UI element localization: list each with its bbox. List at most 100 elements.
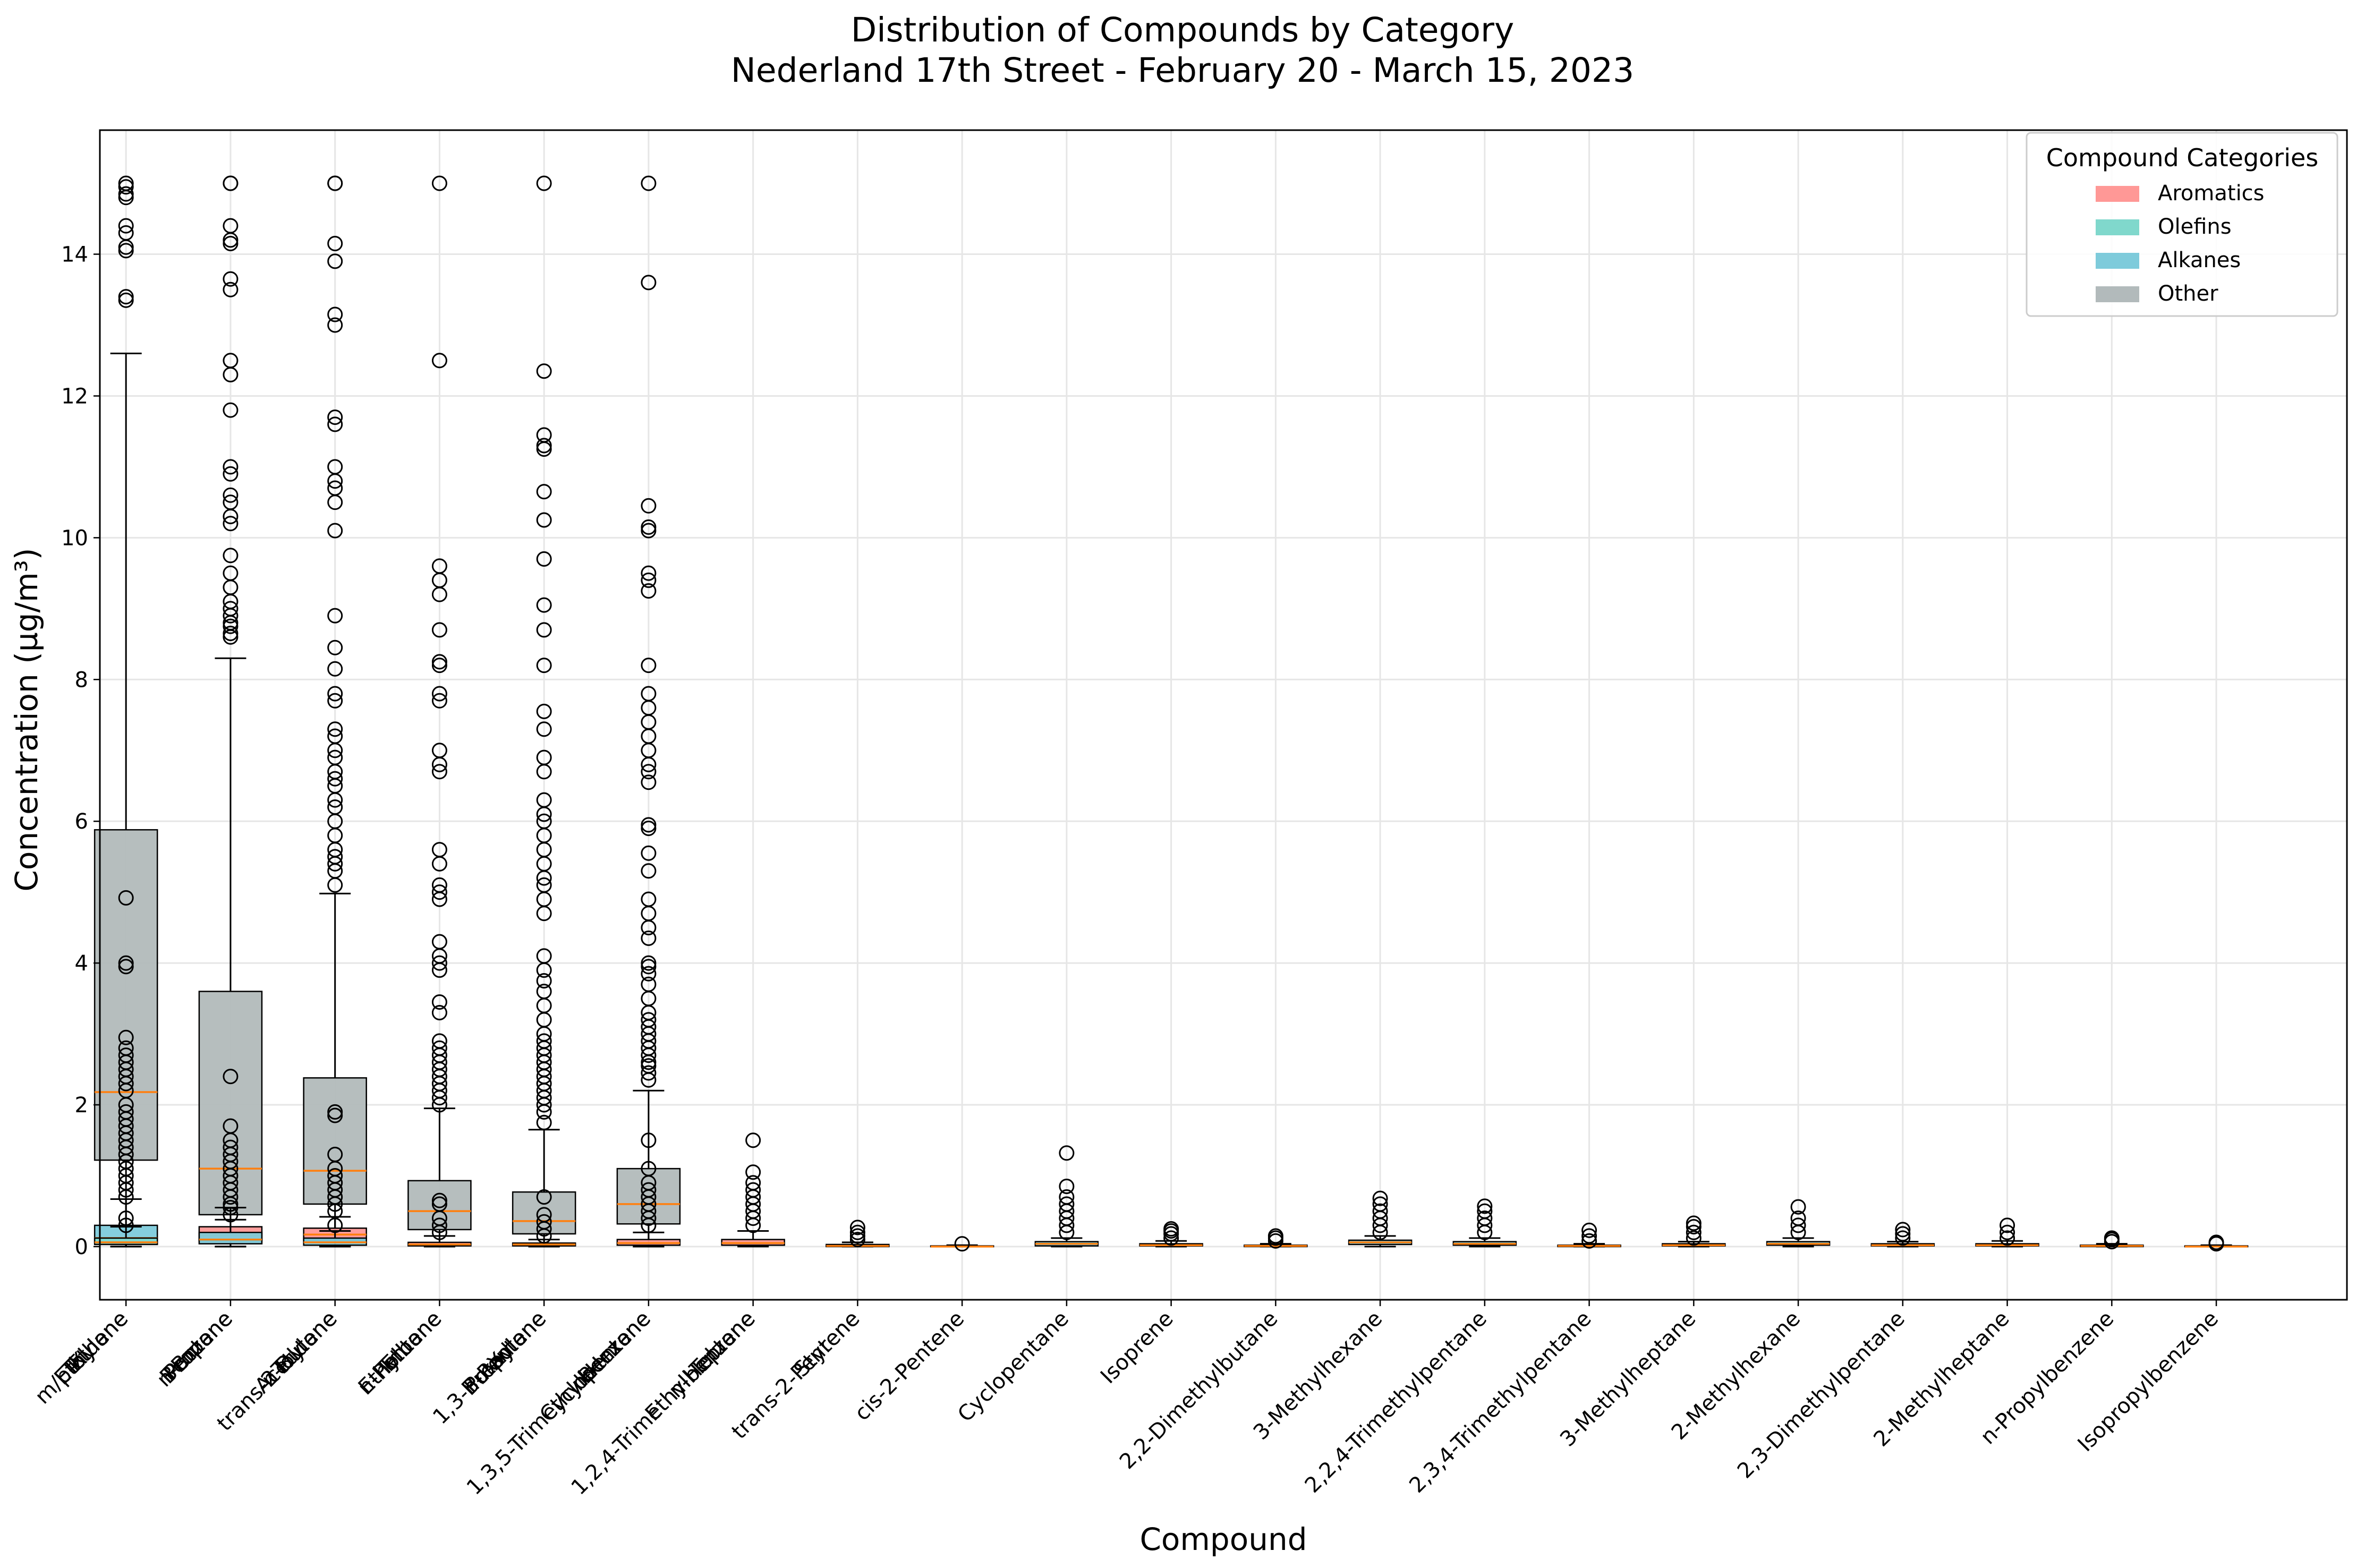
outlier-point: [431, 1040, 447, 1056]
outlier-point: [641, 845, 657, 861]
outlier-point: [536, 1114, 552, 1130]
outlier-point: [536, 512, 552, 528]
outlier-point: [223, 353, 239, 369]
outlier-point: [641, 930, 657, 946]
outlier-point: [223, 1139, 239, 1155]
box-other: [93, 829, 158, 1161]
outlier-point: [1790, 1217, 1806, 1233]
outlier-point: [641, 686, 657, 702]
outlier-point: [849, 1220, 865, 1235]
outlier-point: [536, 427, 552, 443]
outlier-point: [641, 1161, 657, 1177]
outlier-point: [223, 626, 239, 642]
legend-swatch-olefins: [2096, 219, 2139, 235]
outlier-point: [954, 1236, 970, 1252]
outlier-point: [327, 236, 343, 252]
outlier-point: [536, 813, 552, 829]
outlier-point: [118, 1104, 134, 1120]
outlier-point: [2000, 1224, 2015, 1240]
chart-title: Distribution of Compounds by Category: [850, 11, 1515, 49]
outlier-point: [327, 1217, 343, 1233]
y-tick-label: 6: [75, 809, 88, 834]
outlier-point: [327, 1168, 343, 1183]
x-tick-label: Benzene: [573, 1307, 656, 1389]
outlier-point: [223, 495, 239, 510]
outlier-point: [431, 693, 447, 709]
outlier-point: [327, 771, 343, 787]
outlier-point: [327, 459, 343, 475]
outlier-point: [641, 976, 657, 992]
outlier-point: [223, 1069, 239, 1085]
legend-swatch-aromatics: [2096, 186, 2139, 202]
outlier-point: [745, 1132, 761, 1148]
outlier-point: [327, 175, 343, 191]
legend: Compound Categories Aromatics Olefins Alka…: [2026, 132, 2338, 317]
outlier-point: [118, 1040, 134, 1056]
outlier-point: [536, 877, 552, 893]
outlier-point: [223, 402, 239, 418]
outlier-point: [1686, 1224, 1702, 1240]
outlier-point: [118, 959, 134, 975]
outlier-point: [223, 236, 239, 252]
legend-label-olefins: Olefins: [2158, 215, 2232, 239]
outlier-point: [327, 849, 343, 865]
outlier-point: [223, 548, 239, 564]
outlier-point: [1267, 1228, 1283, 1244]
outlier-point: [223, 175, 239, 191]
outlier-point: [431, 884, 447, 900]
chart-subtitle: Nederland 17th Street - February 20 - Ma…: [730, 51, 1635, 90]
outlier-point: [431, 686, 447, 702]
y-tick-label: 12: [61, 384, 88, 408]
x-tick-label: Cyclopentane: [953, 1307, 1074, 1427]
outlier-point: [1059, 1145, 1075, 1161]
outlier-point: [327, 799, 343, 815]
outlier-point: [327, 416, 343, 432]
outlier-point: [431, 1033, 447, 1049]
axis-labels: Concentration (µg/m³) Compound 0 2 4 6 8 10 12…: [8, 243, 2223, 1557]
outlier-point: [536, 622, 552, 638]
outlier-point: [2208, 1234, 2224, 1250]
x-tick-label: cis-2-Pentene: [850, 1307, 969, 1426]
outlier-point: [327, 749, 343, 765]
outlier-point: [641, 572, 657, 588]
outlier-point: [1163, 1230, 1179, 1246]
outlier-point: [431, 1217, 447, 1233]
box-other: [407, 1180, 472, 1231]
outlier-point: [1895, 1230, 1911, 1246]
x-tick-label: n-Butane: [257, 1307, 342, 1392]
outlier-point: [1790, 1199, 1806, 1215]
outlier-point: [118, 955, 134, 971]
outlier-point: [536, 484, 552, 500]
outlier-point: [223, 282, 239, 297]
outlier-point: [1581, 1233, 1597, 1249]
outlier-point: [118, 1047, 134, 1063]
outlier-point: [327, 693, 343, 709]
outlier-point: [431, 353, 447, 369]
outlier-point: [641, 519, 657, 535]
x-tick-label: Benzene: [155, 1307, 237, 1389]
outlier-point: [327, 306, 343, 322]
outlier-point: [118, 1217, 134, 1233]
x-tick-label: Styrene: [789, 1307, 864, 1382]
outlier-point: [641, 583, 657, 599]
outlier-point: [118, 1029, 134, 1045]
outlier-point: [431, 558, 447, 574]
x-tick-label: Toluene: [685, 1307, 760, 1382]
outlier-point: [641, 1012, 657, 1028]
y-tick-label: 14: [61, 243, 88, 267]
outlier-point: [2000, 1230, 2015, 1246]
x-tick-label: 2,3-Dimethylpentane: [1733, 1307, 1910, 1484]
outlier-point: [431, 658, 447, 674]
outlier-point: [1059, 1178, 1075, 1194]
outlier-point: [849, 1232, 865, 1248]
outlier-point: [1581, 1222, 1597, 1238]
outlier-point: [327, 1107, 343, 1123]
outlier-point: [327, 608, 343, 624]
outlier-point: [536, 792, 552, 808]
outlier-point: [536, 597, 552, 613]
outlier-point: [2104, 1230, 2120, 1246]
outlier-point: [1895, 1226, 1911, 1242]
outlier-point: [118, 890, 134, 906]
outlier-point: [1059, 1189, 1075, 1205]
